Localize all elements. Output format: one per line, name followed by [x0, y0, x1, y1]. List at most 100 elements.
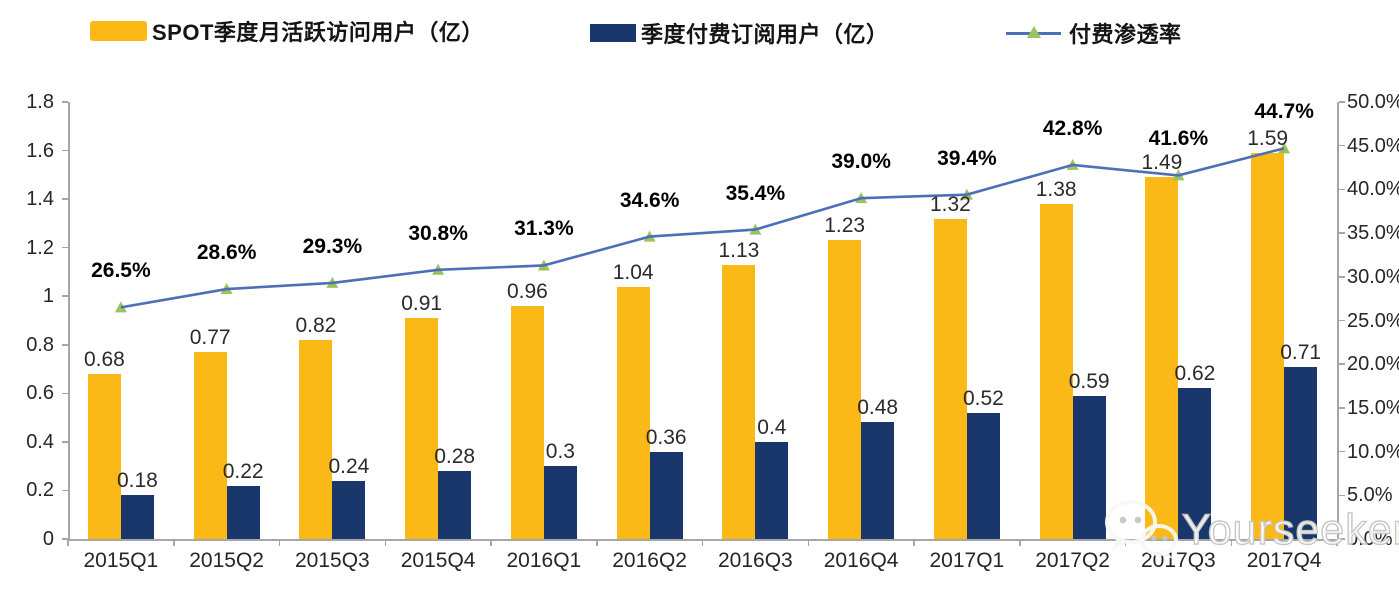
penetration-value-label: 39.4% [937, 146, 997, 170]
x-axis-category-label: 2015Q1 [83, 549, 159, 572]
bar-subscribers-2015Q4 [438, 471, 472, 539]
penetration-line [120, 147, 1285, 309]
penetration-line-swatch-icon [1006, 23, 1061, 43]
subscriber-value-label: 0.18 [116, 469, 158, 493]
y-axis-right-tick [1338, 363, 1345, 365]
mau-value-label: 0.77 [189, 326, 231, 350]
penetration-marker-2016Q3 [749, 223, 762, 235]
y-axis-right-tick [1338, 407, 1345, 409]
y-axis-left-tick [62, 246, 68, 249]
subscriber-value-label: 0.3 [545, 440, 575, 464]
legend-item-penetration: 付费渗透率 [1006, 20, 1182, 47]
bar-subscribers-2015Q1 [120, 495, 154, 539]
penetration-marker-2015Q1 [114, 301, 127, 313]
legend-label-mau: SPOT季度月活跃访问用户（亿） [152, 20, 484, 45]
subscriber-value-label: 0.48 [857, 396, 899, 420]
y-axis-left-tick [62, 295, 68, 297]
x-axis-tick [596, 539, 598, 546]
y-axis-right-label: 40.0% [1347, 178, 1399, 201]
x-axis-category-label: 2015Q3 [295, 549, 370, 572]
mau-value-label: 0.68 [83, 347, 125, 371]
y-axis-right-label: 20.0% [1347, 353, 1399, 376]
subscriber-bar-swatch-icon [590, 24, 636, 42]
x-axis-tick [1336, 539, 1338, 546]
subscriber-value-label: 0.24 [328, 454, 370, 478]
bar-mau-2017Q3 [1145, 177, 1179, 539]
y-axis-left-label: 0.4 [26, 430, 54, 453]
y-axis-right-label: 45.0% [1347, 134, 1399, 157]
y-axis-right-tick [1338, 494, 1345, 497]
penetration-value-label: 34.6% [619, 188, 680, 212]
y-axis-left-label: 1.4 [26, 188, 54, 211]
watermark-text: Yourseeker [1181, 505, 1399, 554]
bar-mau-2015Q1 [87, 373, 121, 539]
y-axis-left-tick [62, 489, 68, 492]
bar-subscribers-2015Q3 [332, 480, 366, 539]
y-axis-left-tick [62, 344, 68, 346]
penetration-value-label: 42.8% [1042, 116, 1103, 140]
y-axis-right-tick [1338, 188, 1345, 191]
penetration-marker-2015Q2 [220, 283, 233, 295]
penetration-value-label: 39.0% [831, 150, 891, 174]
x-axis-category-label: 2016Q2 [612, 549, 687, 572]
y-axis-left-tick [62, 441, 68, 443]
penetration-value-label: 35.4% [725, 181, 786, 205]
subscriber-value-label: 0.59 [1068, 369, 1110, 393]
legend-label-penetration: 付费渗透率 [1069, 22, 1182, 47]
penetration-marker-2015Q3 [326, 276, 339, 288]
bar-mau-2016Q2 [616, 286, 650, 539]
x-axis-tick [701, 539, 704, 546]
y-axis-right-label: 0.0% [1347, 528, 1393, 550]
bar-mau-2016Q4 [828, 240, 862, 539]
y-axis-left-tick [62, 392, 68, 395]
bar-mau-2015Q4 [405, 318, 439, 539]
bar-subscribers-2016Q4 [861, 422, 895, 539]
penetration-value-label: 29.3% [302, 234, 363, 258]
y-axis-right-label: 25.0% [1347, 309, 1399, 332]
x-axis-category-label: 2017Q4 [1246, 549, 1322, 572]
mau-bar-swatch-icon [90, 21, 147, 41]
mau-value-label: 0.82 [295, 313, 337, 337]
y-axis-left-tick [62, 198, 68, 200]
bar-subscribers-2017Q1 [966, 412, 1000, 539]
y-axis-right-tick [1338, 450, 1345, 453]
y-axis-left-tick [62, 149, 68, 152]
bar-subscribers-2016Q1 [543, 466, 577, 539]
x-axis-category-label: 2017Q2 [1035, 549, 1110, 572]
x-axis-tick [384, 539, 386, 546]
x-axis-tick [913, 539, 915, 546]
y-axis-left [68, 102, 70, 539]
subscriber-value-label: 0.52 [962, 386, 1004, 410]
subscriber-value-label: 0.62 [1174, 362, 1216, 386]
x-axis-category-label: 2016Q1 [506, 549, 582, 572]
y-axis-right-tick [1338, 232, 1345, 234]
subscriber-value-label: 0.36 [645, 425, 687, 449]
y-axis-left-label: 0.2 [26, 479, 54, 502]
x-axis-category-label: 2016Q3 [718, 549, 793, 572]
wechat-icon [1105, 500, 1178, 559]
x-axis-tick [173, 539, 175, 546]
bar-mau-2017Q2 [1039, 203, 1073, 539]
y-axis-right-label: 50.0% [1347, 91, 1399, 113]
x-axis-tick [1019, 539, 1021, 546]
subscriber-value-label: 0.4 [757, 415, 787, 439]
mau-value-label: 0.96 [506, 279, 548, 303]
bar-mau-2016Q3 [722, 264, 756, 539]
bar-mau-2017Q1 [933, 218, 967, 539]
penetration-value-label: 41.6% [1148, 127, 1209, 151]
legend-item-mau: SPOT季度月活跃访问用户（亿） [90, 18, 484, 45]
y-axis-right-label: 30.0% [1347, 265, 1399, 288]
y-axis-left-label: 1.6 [26, 139, 54, 162]
y-axis-left-label: 1 [42, 285, 54, 308]
mau-value-label: 0.91 [401, 292, 443, 316]
y-axis-right-tick [1338, 101, 1345, 103]
bar-mau-2017Q4 [1251, 152, 1285, 539]
y-axis-left-label: 0.8 [26, 333, 54, 356]
bar-subscribers-2016Q3 [755, 441, 789, 539]
mau-value-label: 1.23 [824, 214, 866, 238]
bar-subscribers-2015Q2 [226, 485, 260, 539]
bar-subscribers-2017Q4 [1284, 366, 1318, 539]
y-axis-right-label: 10.0% [1347, 440, 1399, 463]
penetration-value-label: 28.6% [196, 241, 257, 265]
